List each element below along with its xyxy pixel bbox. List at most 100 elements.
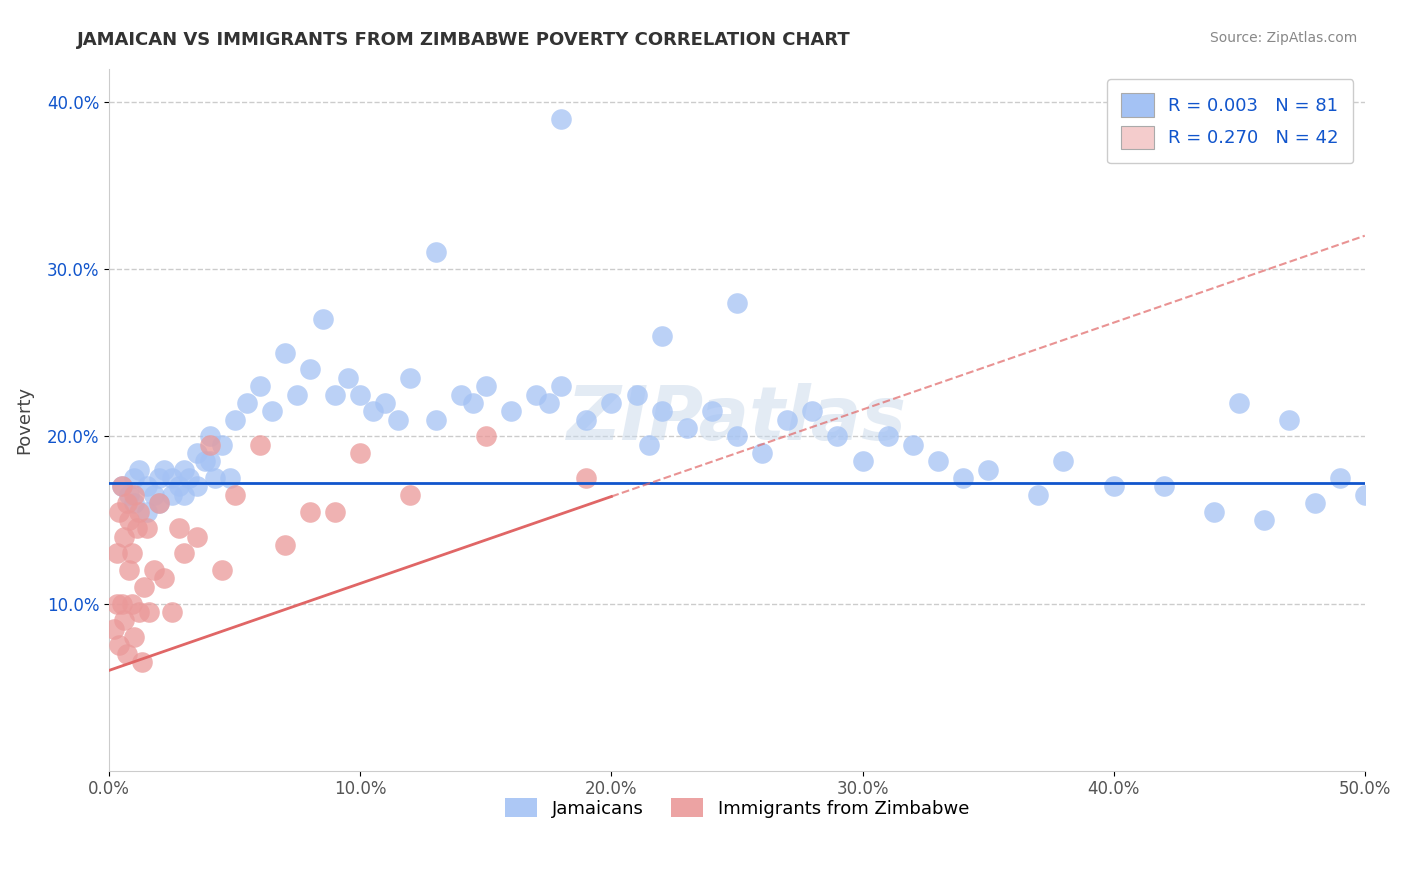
- Point: [977, 463, 1000, 477]
- Point: [121, 546, 143, 560]
- Point: [105, 546, 128, 560]
- Point: [186, 479, 208, 493]
- Point: [138, 605, 160, 619]
- Point: [111, 597, 134, 611]
- Point: [134, 580, 156, 594]
- Point: [475, 429, 498, 443]
- Point: [262, 404, 284, 418]
- Point: [186, 530, 208, 544]
- Point: [169, 479, 191, 493]
- Point: [851, 454, 873, 468]
- Point: [751, 446, 773, 460]
- Point: [118, 488, 141, 502]
- Point: [198, 429, 221, 443]
- Point: [1153, 479, 1175, 493]
- Point: [249, 379, 271, 393]
- Point: [122, 496, 145, 510]
- Point: [112, 530, 135, 544]
- Point: [186, 446, 208, 460]
- Point: [198, 454, 221, 468]
- Point: [425, 245, 447, 260]
- Point: [169, 521, 191, 535]
- Point: [108, 504, 131, 518]
- Point: [1227, 396, 1250, 410]
- Point: [600, 396, 623, 410]
- Point: [274, 345, 297, 359]
- Point: [148, 496, 170, 510]
- Text: JAMAICAN VS IMMIGRANTS FROM ZIMBABWE POVERTY CORRELATION CHART: JAMAICAN VS IMMIGRANTS FROM ZIMBABWE POV…: [77, 31, 851, 49]
- Point: [122, 630, 145, 644]
- Text: ZIPatlas: ZIPatlas: [567, 383, 907, 456]
- Point: [927, 454, 949, 468]
- Point: [323, 504, 346, 518]
- Point: [1354, 488, 1376, 502]
- Point: [349, 387, 371, 401]
- Point: [135, 521, 157, 535]
- Point: [118, 563, 141, 577]
- Point: [128, 504, 150, 518]
- Point: [550, 112, 572, 126]
- Point: [143, 488, 166, 502]
- Point: [1026, 488, 1049, 502]
- Point: [135, 504, 157, 518]
- Point: [108, 638, 131, 652]
- Point: [211, 438, 233, 452]
- Point: [675, 421, 697, 435]
- Point: [128, 463, 150, 477]
- Point: [153, 463, 176, 477]
- Point: [148, 471, 170, 485]
- Point: [249, 438, 271, 452]
- Point: [287, 387, 309, 401]
- Point: [901, 438, 924, 452]
- Point: [173, 546, 195, 560]
- Point: [173, 463, 195, 477]
- Point: [111, 479, 134, 493]
- Point: [776, 412, 799, 426]
- Point: [550, 379, 572, 393]
- Point: [160, 488, 183, 502]
- Point: [638, 438, 661, 452]
- Point: [125, 521, 148, 535]
- Point: [143, 563, 166, 577]
- Point: [115, 496, 138, 510]
- Point: [651, 329, 673, 343]
- Point: [153, 571, 176, 585]
- Point: [1253, 513, 1275, 527]
- Text: Source: ZipAtlas.com: Source: ZipAtlas.com: [1209, 31, 1357, 45]
- Point: [524, 387, 547, 401]
- Point: [1329, 471, 1351, 485]
- Point: [1102, 479, 1125, 493]
- Point: [575, 412, 598, 426]
- Point: [274, 538, 297, 552]
- Point: [475, 379, 498, 393]
- Point: [148, 496, 170, 510]
- Point: [236, 396, 259, 410]
- Point: [336, 371, 359, 385]
- Legend: Jamaicans, Immigrants from Zimbabwe: Jamaicans, Immigrants from Zimbabwe: [498, 790, 976, 825]
- Point: [463, 396, 485, 410]
- Point: [575, 471, 598, 485]
- Point: [1303, 496, 1326, 510]
- Point: [387, 412, 409, 426]
- Point: [399, 488, 422, 502]
- Point: [374, 396, 396, 410]
- Point: [198, 438, 221, 452]
- Point: [218, 471, 240, 485]
- Point: [450, 387, 472, 401]
- Point: [537, 396, 560, 410]
- Point: [103, 622, 125, 636]
- Point: [105, 597, 128, 611]
- Point: [135, 479, 157, 493]
- Point: [801, 404, 824, 418]
- Point: [224, 412, 246, 426]
- Point: [122, 488, 145, 502]
- Point: [725, 429, 748, 443]
- Point: [121, 597, 143, 611]
- Point: [499, 404, 522, 418]
- Point: [224, 488, 246, 502]
- Point: [311, 312, 333, 326]
- Point: [725, 295, 748, 310]
- Point: [211, 563, 233, 577]
- Point: [111, 479, 134, 493]
- Point: [299, 504, 322, 518]
